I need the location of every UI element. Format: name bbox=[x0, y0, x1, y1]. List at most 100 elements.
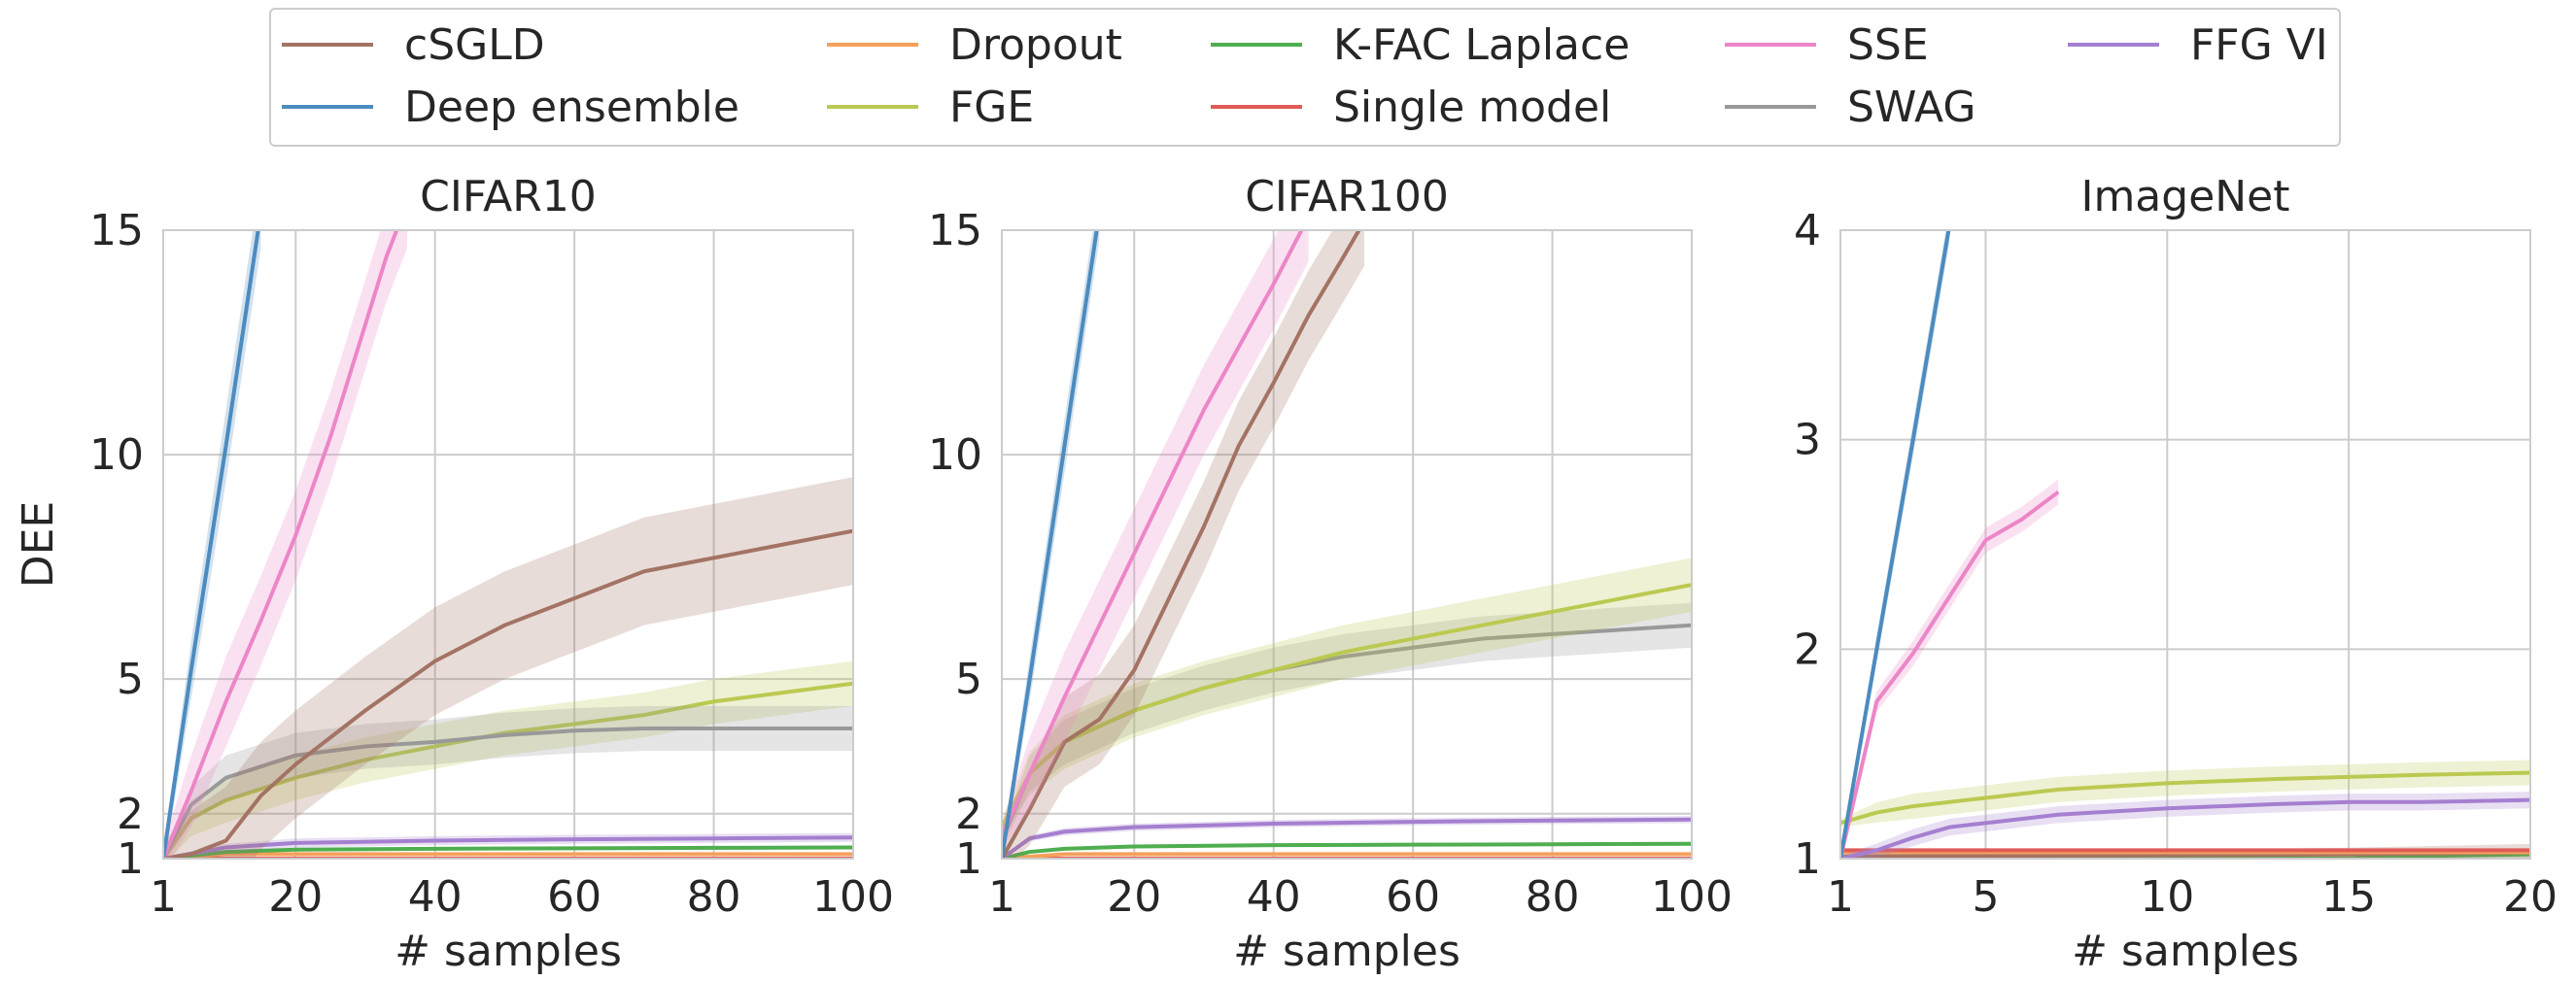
legend-item: FGE bbox=[827, 78, 1034, 136]
y-tick-label: 5 bbox=[117, 655, 144, 704]
axes-frame bbox=[162, 229, 854, 860]
x-tick-label: 40 bbox=[1247, 872, 1301, 922]
plot-area bbox=[1002, 230, 1692, 859]
legend-swatch bbox=[827, 43, 918, 47]
axes-frame bbox=[1839, 229, 2531, 860]
series-line bbox=[1840, 852, 2530, 859]
chart-title: CIFAR10 bbox=[420, 172, 597, 221]
series-sse bbox=[1840, 479, 2060, 859]
legend-swatch bbox=[282, 105, 373, 109]
y-tick-label: 3 bbox=[1794, 416, 1821, 465]
series-deep-ensemble bbox=[1002, 230, 1100, 859]
series-line bbox=[1840, 797, 2530, 859]
x-tick-label: 100 bbox=[812, 872, 894, 922]
series-line bbox=[1002, 230, 1304, 837]
legend-item: Deep ensemble bbox=[282, 78, 739, 136]
legend-swatch bbox=[1211, 43, 1302, 47]
legend-swatch bbox=[1725, 43, 1816, 47]
x-tick-label: 5 bbox=[1972, 872, 1999, 922]
series-dropout bbox=[1002, 852, 1692, 859]
series-line bbox=[1002, 817, 1692, 859]
series-k-fac-laplace bbox=[163, 845, 853, 859]
legend-swatch bbox=[1725, 105, 1816, 109]
series-sse bbox=[163, 230, 408, 859]
y-tick-label: 1 bbox=[955, 834, 982, 884]
series-line bbox=[1840, 230, 1951, 859]
chart-title: CIFAR100 bbox=[1245, 172, 1449, 221]
series-line bbox=[1840, 770, 2530, 826]
y-tick-label: 1 bbox=[117, 834, 144, 884]
legend-label: SWAG bbox=[1847, 82, 1976, 132]
legend-label: FGE bbox=[949, 82, 1035, 132]
legend-label: Dropout bbox=[949, 19, 1122, 70]
plot-area bbox=[1840, 230, 2530, 859]
series-line bbox=[1002, 583, 1692, 829]
series-fge bbox=[1002, 558, 1692, 835]
x-tick-label: 1 bbox=[988, 872, 1015, 922]
legend-swatch bbox=[2068, 43, 2159, 47]
series-csgld bbox=[163, 477, 853, 859]
legend-swatch bbox=[1211, 105, 1302, 109]
x-tick-label: 20 bbox=[2503, 872, 2558, 922]
series-line bbox=[163, 230, 399, 859]
legend-item: SWAG bbox=[1725, 78, 1975, 136]
legend-swatch bbox=[827, 105, 918, 109]
legend-swatch bbox=[282, 43, 373, 47]
x-tick-label: 20 bbox=[268, 872, 323, 922]
confidence-band bbox=[1002, 558, 1692, 835]
series-csgld bbox=[1002, 230, 1364, 859]
confidence-band bbox=[1002, 230, 1309, 850]
series-line bbox=[1002, 230, 1361, 859]
y-tick-label: 2 bbox=[955, 790, 982, 839]
legend-item: cSGLD bbox=[282, 16, 545, 74]
x-tick-label: 15 bbox=[2321, 872, 2376, 922]
series-swag bbox=[163, 705, 853, 859]
series-line bbox=[163, 835, 853, 859]
x-tick-label: 60 bbox=[547, 872, 601, 922]
y-tick-label: 5 bbox=[955, 655, 982, 704]
y-tick-label: 10 bbox=[89, 430, 144, 480]
y-tick-label: 15 bbox=[928, 206, 982, 255]
legend-item: FFG VI bbox=[2068, 16, 2328, 74]
x-axis-label: # samples bbox=[2072, 927, 2299, 976]
series-deep-ensemble bbox=[163, 230, 261, 859]
series-k-fac-laplace bbox=[1002, 841, 1692, 859]
y-axis-label: DEE bbox=[14, 501, 63, 588]
y-tick-label: 1 bbox=[1794, 834, 1821, 884]
confidence-band bbox=[1002, 230, 1364, 859]
series-line bbox=[1002, 841, 1692, 859]
chart-panel: 1 20 40 60 80 100 12 5 10 15 CIFAR100 # samples bbox=[928, 172, 1733, 976]
chart-title: ImageNet bbox=[2080, 172, 2289, 221]
legend-label: SSE bbox=[1847, 19, 1929, 70]
legend: cSGLD Deep ensemble Dropout FGE K-FAC Laplac… bbox=[269, 8, 2341, 147]
x-tick-label: 100 bbox=[1651, 872, 1733, 922]
series-line bbox=[1840, 490, 2060, 859]
x-axis-label: # samples bbox=[395, 927, 622, 976]
y-tick-label: 15 bbox=[89, 206, 144, 255]
series-ffg-vi bbox=[163, 832, 853, 859]
series-line bbox=[163, 230, 260, 859]
series-line bbox=[163, 726, 853, 859]
confidence-band bbox=[163, 705, 853, 859]
legend-item: Dropout bbox=[827, 16, 1122, 74]
x-axis-label: # samples bbox=[1233, 927, 1460, 976]
series-k-fac-laplace bbox=[1840, 850, 2530, 859]
legend-label: K-FAC Laplace bbox=[1333, 19, 1631, 70]
x-tick-label: 20 bbox=[1107, 872, 1161, 922]
confidence-band bbox=[163, 660, 853, 859]
axes-frame bbox=[1001, 229, 1693, 860]
x-tick-label: 80 bbox=[1526, 872, 1580, 922]
x-tick-label: 80 bbox=[687, 872, 741, 922]
chart-panel: 1 20 40 60 80 100 12 5 10 15 CIFAR10 # samples DEE bbox=[14, 172, 894, 976]
y-tick-label: 2 bbox=[117, 790, 144, 839]
confidence-band bbox=[1840, 479, 2059, 859]
x-tick-label: 40 bbox=[408, 872, 463, 922]
series-sse bbox=[1002, 230, 1309, 850]
legend-item: K-FAC Laplace bbox=[1211, 16, 1630, 74]
confidence-band bbox=[163, 477, 853, 859]
plot-area bbox=[163, 230, 853, 859]
y-tick-label: 10 bbox=[928, 430, 982, 480]
legend-label: Single model bbox=[1333, 82, 1612, 132]
legend-item: SSE bbox=[1725, 16, 1929, 74]
